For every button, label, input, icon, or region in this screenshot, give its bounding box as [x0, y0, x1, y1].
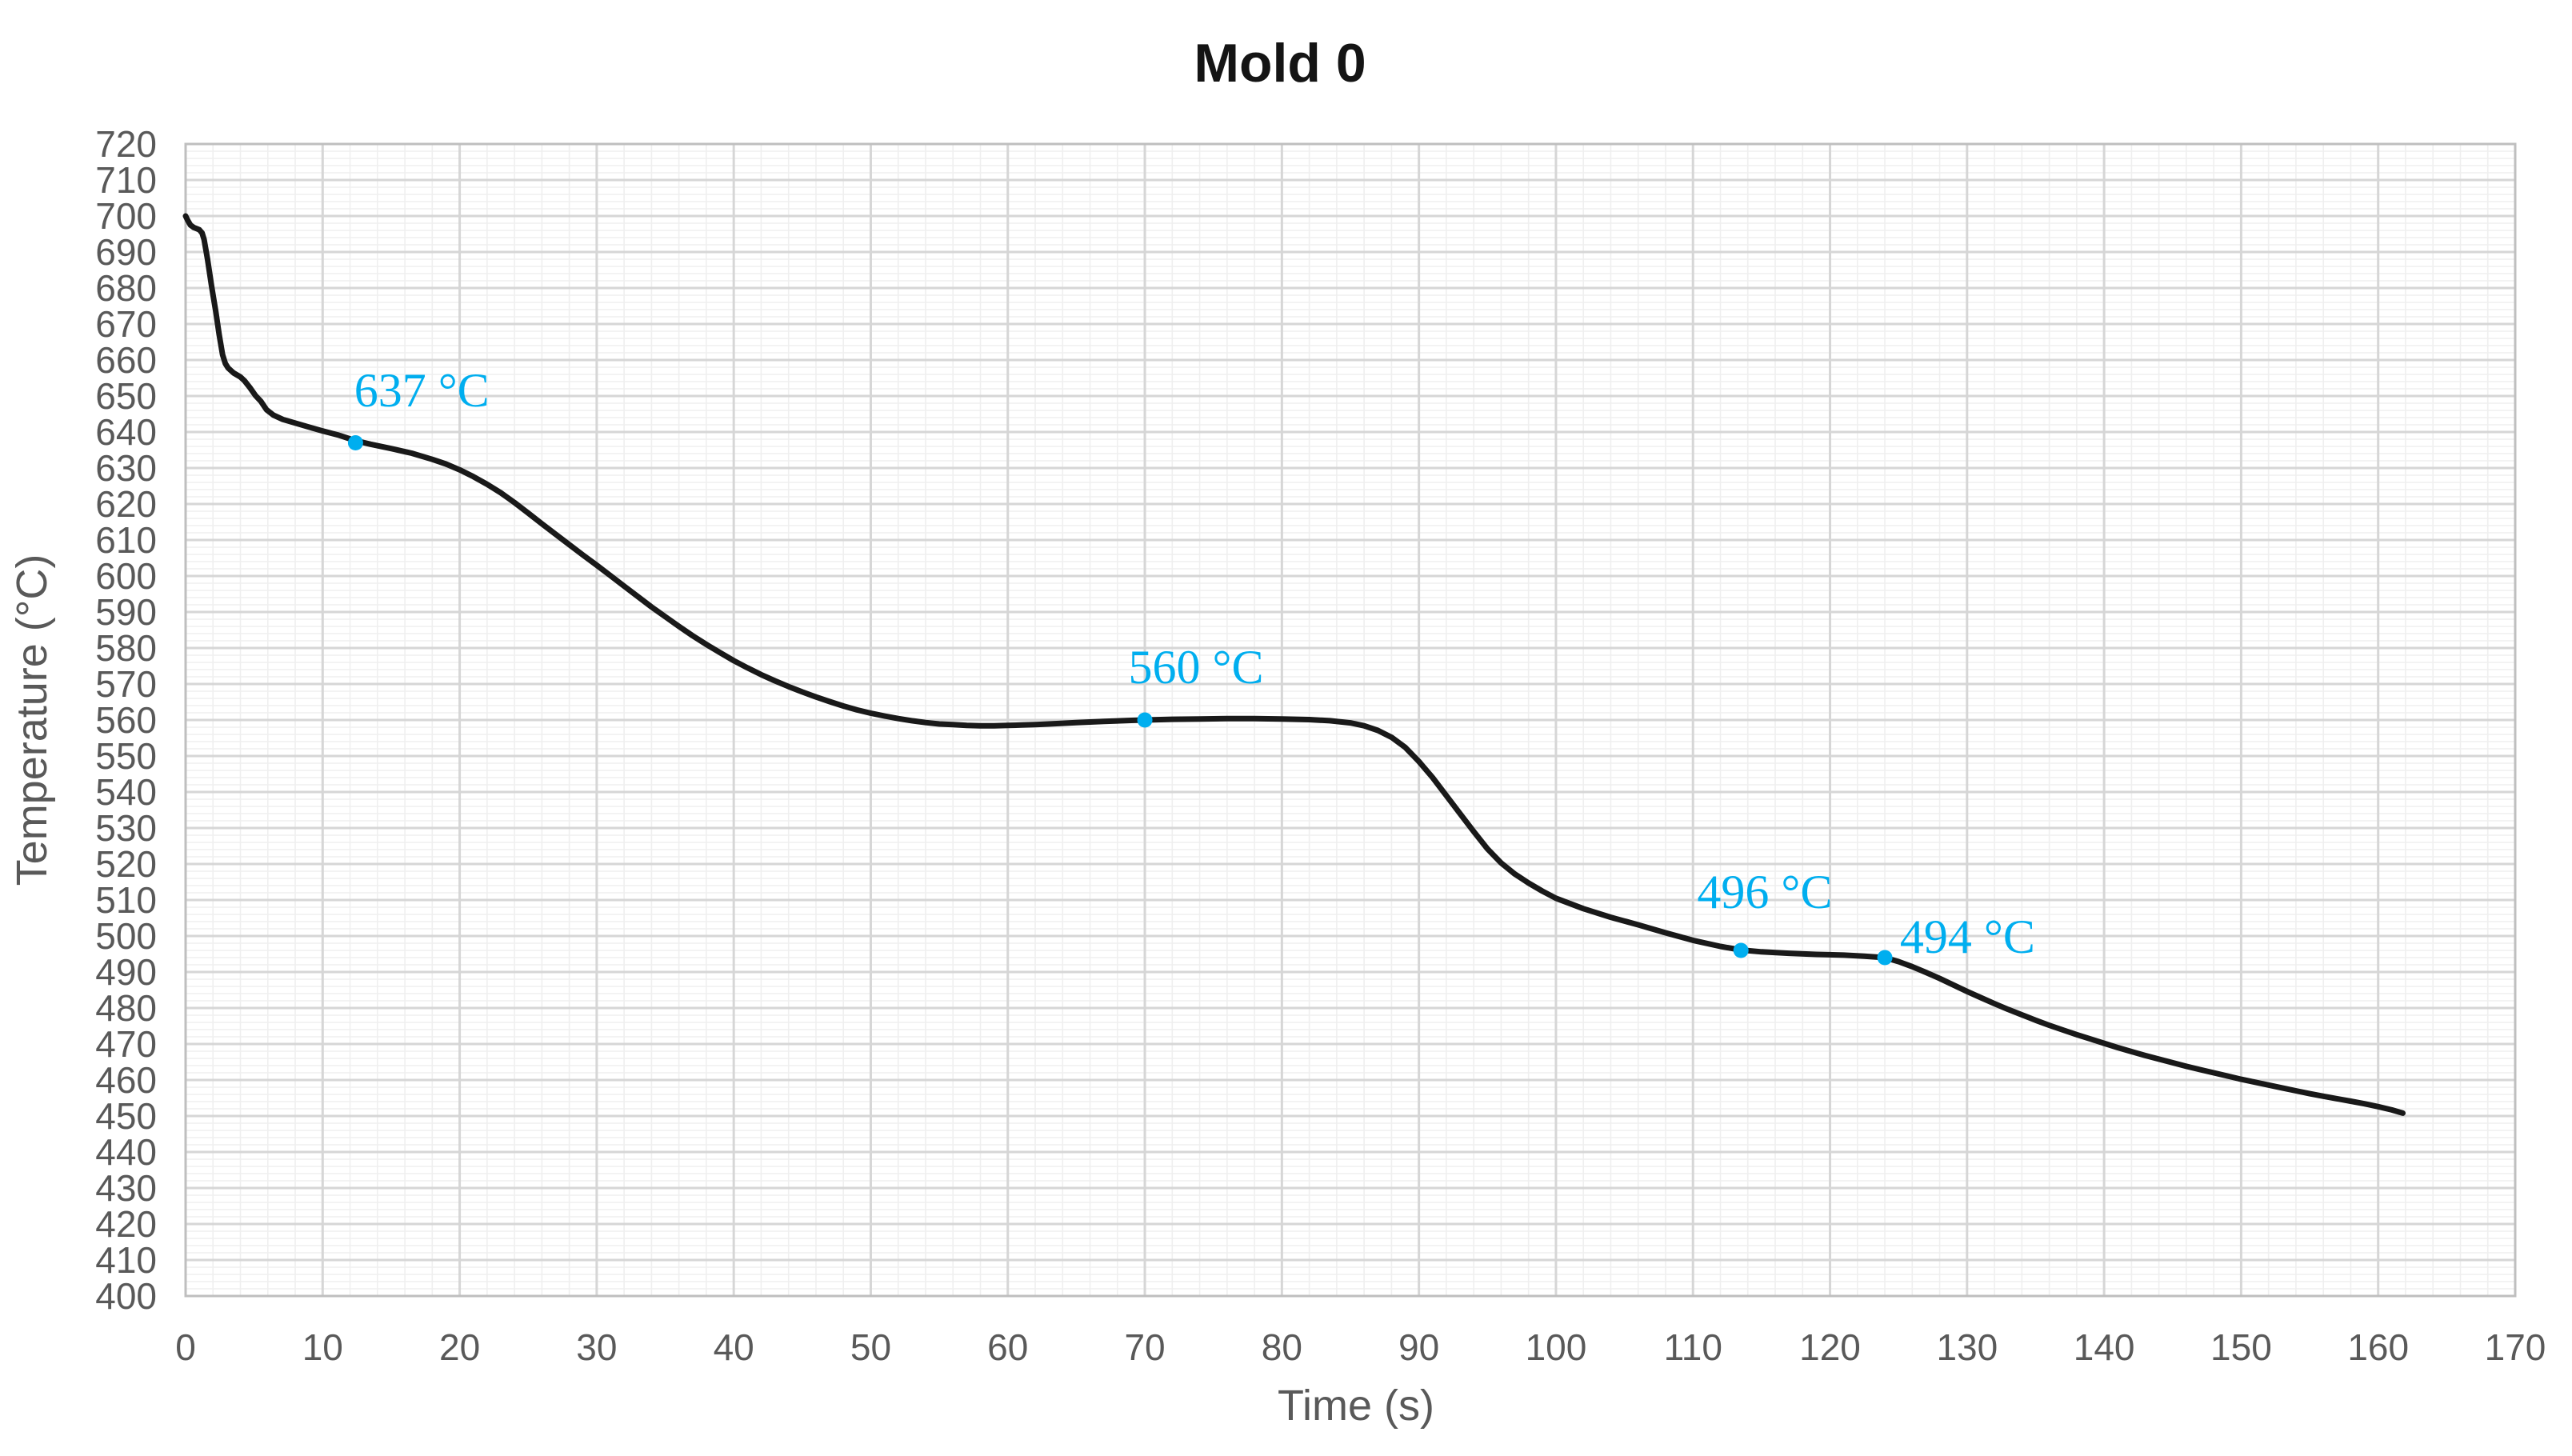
y-tick-label: 720 [95, 123, 157, 165]
annotation-labels: 637 °C 560 °C 496 °C 494 °C [354, 364, 2035, 963]
y-tick-label: 640 [95, 411, 157, 453]
y-tick-label: 600 [95, 555, 157, 597]
x-tick-label: 90 [1398, 1326, 1439, 1368]
y-tick-label: 420 [95, 1203, 157, 1245]
y-tick-label: 580 [95, 627, 157, 669]
cooling-curve-line [182, 213, 2406, 1116]
y-tick-label: 510 [95, 879, 157, 921]
x-tick-label: 100 [1526, 1326, 1587, 1368]
x-tick-label: 50 [850, 1326, 891, 1368]
y-tick-label: 570 [95, 663, 157, 705]
annotation-label: 637 °C [354, 364, 490, 417]
y-tick-label: 690 [95, 231, 157, 273]
y-tick-label: 460 [95, 1059, 157, 1101]
annotation-label: 560 °C [1129, 641, 1264, 694]
y-tick-label: 470 [95, 1023, 157, 1065]
x-tick-label: 80 [1262, 1326, 1302, 1368]
x-tick-label: 170 [2485, 1326, 2546, 1368]
data-point-markers [347, 435, 1893, 966]
y-tick-label: 450 [95, 1095, 157, 1137]
y-tick-label: 620 [95, 483, 157, 525]
x-tick-label: 140 [2074, 1326, 2135, 1368]
x-tick-label: 10 [302, 1326, 343, 1368]
y-tick-label: 430 [95, 1167, 157, 1209]
x-tick-label: 150 [2210, 1326, 2272, 1368]
x-tick-label: 40 [714, 1326, 754, 1368]
y-tick-label: 670 [95, 303, 157, 345]
x-tick-label: 160 [2347, 1326, 2409, 1368]
y-tick-label: 610 [95, 519, 157, 561]
x-tick-label: 30 [576, 1326, 617, 1368]
y-tick-label: 590 [95, 591, 157, 633]
y-tick-label: 500 [95, 915, 157, 957]
x-tick-label: 120 [1799, 1326, 1861, 1368]
cooling-curve-series [182, 213, 2406, 1116]
x-tick-label: 110 [1664, 1326, 1722, 1368]
y-tick-label: 710 [95, 159, 157, 201]
x-tick-label: 60 [987, 1326, 1028, 1368]
x-axis-title: Time (s) [1278, 1382, 1434, 1430]
chart-title: Mold 0 [1194, 33, 1366, 94]
x-tick-label: 0 [175, 1326, 196, 1368]
y-tick-label: 560 [95, 699, 157, 741]
data-point-marker [1877, 950, 1893, 966]
y-tick-label: 550 [95, 735, 157, 777]
annotation-label: 496 °C [1697, 866, 1832, 918]
y-tick-label: 400 [95, 1275, 157, 1317]
y-tick-label: 660 [95, 339, 157, 381]
x-tick-label: 70 [1124, 1326, 1165, 1368]
x-tick-label: 130 [1936, 1326, 1998, 1368]
y-tick-label: 410 [95, 1239, 157, 1281]
y-axis-title: Temperature (°C) [8, 554, 56, 886]
axis-tick-labels: 0 10 20 30 40 50 60 70 80 90 100 110 120 130 140 150 160… [95, 123, 2546, 1368]
data-point-marker [1137, 712, 1153, 728]
y-tick-label: 490 [95, 951, 157, 993]
y-tick-label: 630 [95, 447, 157, 489]
data-point-marker [1733, 942, 1749, 958]
x-tick-label: 20 [439, 1326, 480, 1368]
data-point-marker [347, 435, 363, 450]
annotation-label: 494 °C [1900, 910, 2035, 963]
plot-area-border [184, 142, 2517, 1298]
y-tick-label: 650 [95, 375, 157, 417]
y-tick-label: 680 [95, 267, 157, 309]
y-tick-label: 480 [95, 987, 157, 1029]
y-tick-label: 540 [95, 771, 157, 813]
y-tick-label: 530 [95, 807, 157, 849]
y-tick-label: 520 [95, 843, 157, 885]
y-tick-label: 440 [95, 1131, 157, 1173]
y-tick-label: 700 [95, 195, 157, 237]
